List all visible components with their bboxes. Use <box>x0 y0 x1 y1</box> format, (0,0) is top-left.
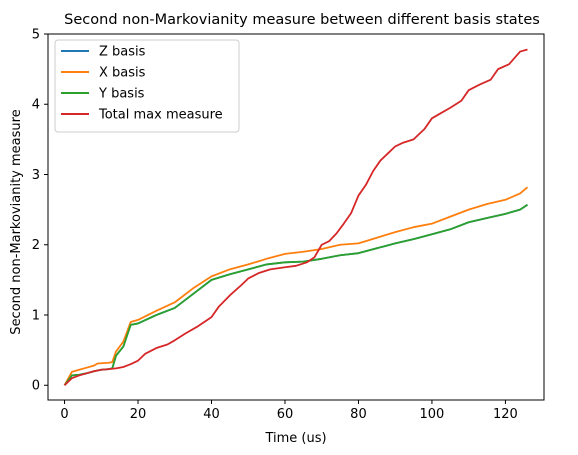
x-tick-label: 80 <box>350 407 367 422</box>
series-line-y-basis <box>65 205 528 386</box>
y-tick-label: 2 <box>32 238 40 253</box>
y-tick-label: 3 <box>32 168 40 183</box>
series-line-x-basis <box>65 187 528 385</box>
legend-label: Total max measure <box>98 108 223 123</box>
chart-title: Second non-Markovianity measure between … <box>64 12 540 28</box>
x-tick-label: 20 <box>130 407 147 422</box>
x-tick-label: 0 <box>60 407 68 422</box>
y-tick-label: 0 <box>32 379 40 394</box>
y-tick-label: 5 <box>32 28 40 43</box>
legend-label: X basis <box>99 66 146 81</box>
series-line-z-basis <box>65 205 528 386</box>
legend-label: Y basis <box>98 87 145 102</box>
x-tick-label: 60 <box>277 407 294 422</box>
x-tick-label: 100 <box>420 407 445 422</box>
x-tick-label: 120 <box>493 407 518 422</box>
y-tick-label: 4 <box>32 98 40 113</box>
x-axis-label: Time (us) <box>264 431 326 446</box>
legend-label: Z basis <box>99 45 146 60</box>
legend: Z basis X basis Y basis Total max measure <box>55 40 239 132</box>
y-axis-label: Second non-Markovianity measure <box>9 109 24 334</box>
y-tick-label: 1 <box>32 308 40 323</box>
x-tick-label: 40 <box>203 407 220 422</box>
